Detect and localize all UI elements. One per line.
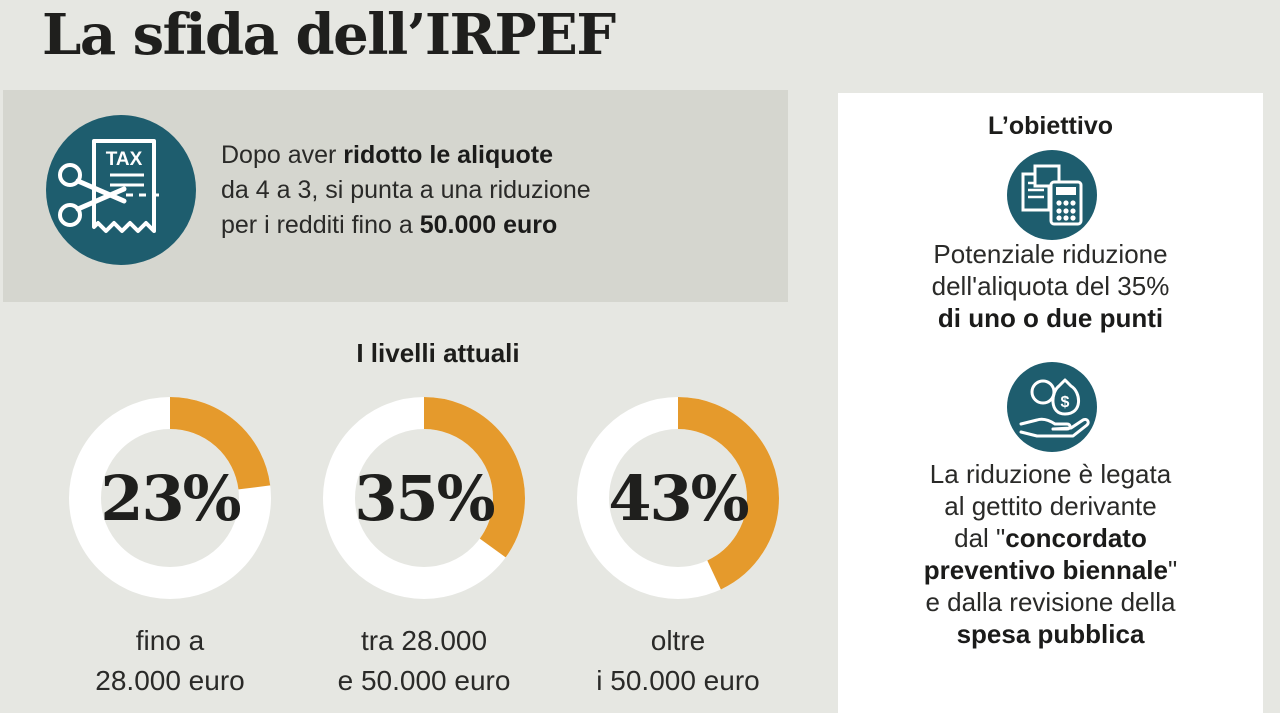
objective-block2: La riduzione è legata al gettito derivan… (838, 458, 1263, 650)
objective-line: dell'aliquota del 35% (931, 271, 1170, 301)
intro-text: Dopo aver ridotto le aliquote da 4 a 3, … (221, 138, 761, 243)
level-43: 43% oltre i 50.000 euro (568, 388, 788, 696)
rate-label-line2: 28.000 euro (95, 665, 245, 696)
objective-line: concordato (1005, 523, 1147, 553)
ring-fill (323, 397, 525, 599)
rate-label-line2: e 50.000 euro (337, 665, 511, 696)
objective-line: Potenziale riduzione (933, 239, 1168, 269)
rate-value: 35% (354, 461, 495, 535)
objective-line: e dalla revisione della (925, 587, 1176, 617)
objective-line: dal " (954, 523, 1006, 553)
level-35: 35% tra 28.000 e 50.000 euro (314, 388, 534, 696)
intro-line1-a: Dopo aver (221, 141, 344, 169)
page-title: La sfida dell’IRPEF (42, 2, 616, 68)
tax-receipt-scissors-icon: TAX (46, 115, 196, 265)
levels-title: I livelli attuali (356, 338, 520, 368)
rate-label: fino a 28.000 euro (20, 621, 320, 701)
rate-label-line1: fino a (135, 625, 205, 656)
objective-line: " (1167, 555, 1178, 585)
objective-line: di uno o due punti (937, 303, 1164, 333)
objective-line: La riduzione è legata (929, 459, 1172, 489)
svg-text:$: $ (1061, 394, 1070, 411)
level-23: 23% fino a 28.000 euro (60, 388, 280, 696)
rate-value: 43% (608, 461, 749, 535)
objective-line: preventivo biennale (923, 555, 1168, 585)
rate-label-line2: i 50.000 euro (596, 665, 760, 696)
intro-line1-b: ridotto le aliquote (343, 141, 554, 169)
objective-title: L’obiettivo (988, 112, 1113, 140)
rate-label: tra 28.000 e 50.000 euro (274, 621, 574, 701)
objective-line: al gettito derivante (944, 491, 1157, 521)
rate-label-line1: oltre (650, 625, 706, 656)
intro-line2: da 4 a 3, si punta a una riduzione (221, 176, 591, 204)
objective-block1: Potenziale riduzione dell'aliquota del 3… (838, 238, 1263, 334)
rate-value: 23% (100, 461, 241, 535)
objective-line: spesa pubblica (956, 619, 1145, 649)
rate-label-line1: tra 28.000 (360, 625, 488, 656)
ring-fill (69, 397, 271, 599)
tax-label: TAX (106, 149, 143, 170)
hand-money-bag-icon: $ (1007, 362, 1097, 452)
ring-fill (577, 397, 779, 599)
intro-line3-a: per i redditi fino a (221, 211, 420, 239)
intro-line3-b: 50.000 euro (419, 211, 558, 239)
rate-label: oltre i 50.000 euro (528, 621, 828, 701)
calculator-documents-icon (1007, 150, 1097, 240)
